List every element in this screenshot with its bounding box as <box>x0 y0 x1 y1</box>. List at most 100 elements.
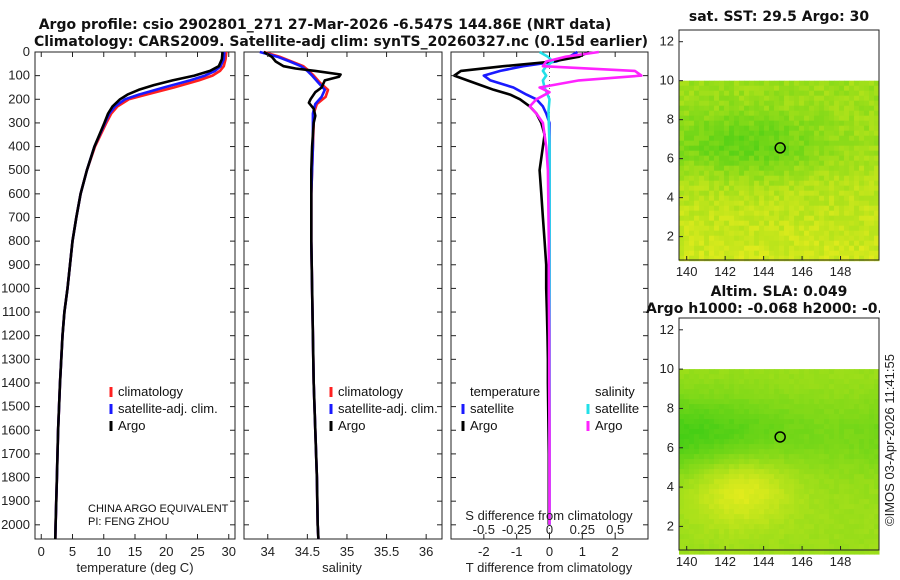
map-cell <box>719 150 725 157</box>
map-cell <box>864 235 870 242</box>
map-cell <box>684 135 690 142</box>
map-cell <box>864 389 870 395</box>
map-cell <box>679 499 685 505</box>
map-cell <box>754 399 760 405</box>
map-cell <box>839 469 845 475</box>
map-cell <box>709 200 715 207</box>
map-cell <box>744 414 750 420</box>
map-cell <box>739 429 745 435</box>
map-cell <box>839 384 845 390</box>
map-cell <box>709 409 715 415</box>
map-cell <box>694 454 700 460</box>
map-cell <box>824 185 830 192</box>
map-cell <box>799 419 805 425</box>
map-cell <box>849 414 855 420</box>
map-cell <box>734 245 740 252</box>
map-cell <box>809 115 815 122</box>
map-cell <box>804 165 810 172</box>
map-cell <box>784 245 790 252</box>
map-cell <box>734 250 740 257</box>
map-cell <box>714 469 720 475</box>
map-cell <box>829 474 835 480</box>
map-cell <box>704 115 710 122</box>
map-cell <box>854 200 860 207</box>
map-cell <box>854 499 860 505</box>
map-cell <box>694 509 700 515</box>
map-cell <box>739 220 745 227</box>
map-cell <box>834 135 840 142</box>
map-cell <box>869 105 875 112</box>
map-cell <box>704 120 710 127</box>
map-cell <box>724 105 730 112</box>
map-cell <box>874 225 880 232</box>
map-cell <box>839 170 845 177</box>
map-cell <box>714 394 720 400</box>
map-cell <box>854 464 860 470</box>
map-cell <box>694 499 700 505</box>
map-cell <box>719 529 725 535</box>
legend-temperature-heading: temperature <box>470 384 540 399</box>
map-cell <box>684 130 690 137</box>
map-cell <box>749 429 755 435</box>
map-cell <box>869 469 875 475</box>
map-cell <box>814 534 820 540</box>
map-cell <box>679 549 685 555</box>
map-cell <box>794 464 800 470</box>
map-cell <box>699 225 705 232</box>
map-cell <box>684 374 690 380</box>
map-cell <box>839 100 845 107</box>
map-cell <box>794 459 800 465</box>
map-cell <box>824 255 830 262</box>
map-cell <box>844 195 850 202</box>
map-cell <box>764 225 770 232</box>
map-cell <box>809 160 815 167</box>
map-cell <box>774 404 780 410</box>
map-cell <box>694 195 700 202</box>
map-cell <box>864 379 870 385</box>
map-cell <box>749 474 755 480</box>
map-cell <box>774 424 780 430</box>
map-cell <box>744 369 750 375</box>
map-cell <box>754 170 760 177</box>
map-cell <box>869 509 875 515</box>
map-cell <box>864 484 870 490</box>
map-cell <box>849 454 855 460</box>
map-cell <box>724 120 730 127</box>
map-cell <box>724 170 730 177</box>
map-cell <box>819 474 825 480</box>
map-cell <box>859 105 865 112</box>
map-cell <box>679 85 685 92</box>
map-cell <box>829 409 835 415</box>
map-cell <box>704 235 710 242</box>
map-cell <box>714 150 720 157</box>
map-cell <box>809 145 815 152</box>
map-cell <box>849 105 855 112</box>
map-cell <box>709 519 715 525</box>
map-cell <box>764 474 770 480</box>
map-cell <box>844 524 850 530</box>
map-cell <box>784 454 790 460</box>
map-cell <box>774 195 780 202</box>
map-cell <box>829 524 835 530</box>
map-cell <box>759 130 765 137</box>
map-cell <box>869 205 875 212</box>
map-cell <box>869 195 875 202</box>
map-cell <box>759 494 765 500</box>
map-cell <box>759 80 765 87</box>
map-cell <box>699 200 705 207</box>
map-cell <box>794 419 800 425</box>
map-cell <box>774 95 780 102</box>
map-cell <box>854 509 860 515</box>
map-cell <box>684 464 690 470</box>
map-cell <box>739 240 745 247</box>
map-cell <box>684 110 690 117</box>
map-cell <box>869 110 875 117</box>
map-cell <box>729 369 735 375</box>
map-cell <box>794 489 800 495</box>
map-cell <box>749 150 755 157</box>
map-cell <box>804 414 810 420</box>
map-cell <box>854 484 860 490</box>
map-cell <box>704 494 710 500</box>
map-cell <box>834 225 840 232</box>
map-cell <box>744 399 750 405</box>
